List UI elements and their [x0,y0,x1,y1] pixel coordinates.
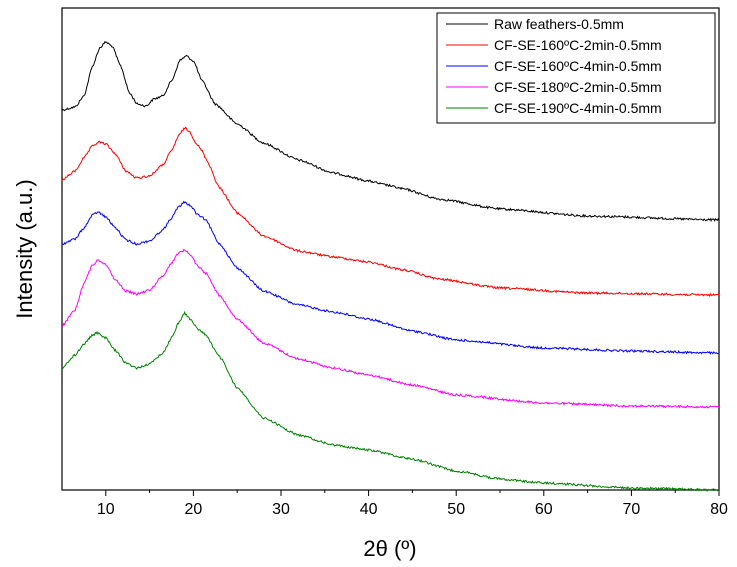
legend-items: Raw feathers-0.5mm CF-SE-160ºC-2min-0.5mm… [446,16,662,116]
legend-label: CF-SE-190ºC-4min-0.5mm [494,100,662,116]
series-layer [61,40,720,492]
x-tick-label: 30 [272,501,290,518]
x-axis-ticks: 10 20 30 40 50 60 70 80 [97,490,728,518]
x-tick-label: 10 [97,501,115,518]
legend-label: Raw feathers-0.5mm [494,16,624,32]
series-line-2 [61,126,720,298]
series-line-4 [61,248,720,409]
x-tick-label: 50 [447,501,465,518]
x-tick-label: 40 [360,501,378,518]
legend-box [436,12,716,124]
x-tick-label: 20 [185,501,203,518]
series-line-5 [61,310,720,492]
y-axis-title: Intensity (a.u.) [12,179,37,318]
legend: Raw feathers-0.5mm CF-SE-160ºC-2min-0.5mm… [436,12,716,124]
x-tick-label: 60 [535,501,553,518]
legend-label: CF-SE-180ºC-2min-0.5mm [494,79,662,95]
series-line-1 [61,40,720,222]
x-axis-title: 2θ (º) [363,536,416,561]
x-tick-label: 70 [623,501,641,518]
series-line-3 [61,200,720,355]
x-tick-label: 80 [710,501,728,518]
legend-label: CF-SE-160ºC-4min-0.5mm [494,58,662,74]
legend-label: CF-SE-160ºC-2min-0.5mm [494,37,662,53]
